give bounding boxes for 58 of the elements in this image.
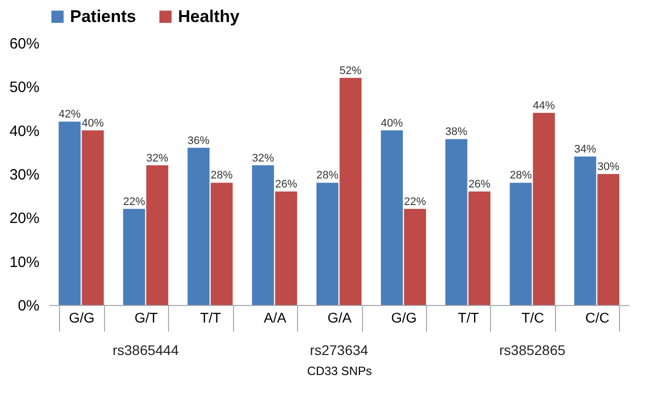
data-label: 22% bbox=[404, 196, 426, 208]
data-label: 40% bbox=[82, 117, 104, 130]
data-label: 44% bbox=[532, 100, 556, 112]
bar bbox=[597, 174, 620, 305]
bar bbox=[532, 112, 555, 305]
x-tick-label: T/C bbox=[522, 310, 544, 326]
bar bbox=[445, 139, 468, 305]
x-tick-label: T/T bbox=[458, 310, 480, 326]
x-tick-label: G/G bbox=[68, 310, 95, 326]
bar bbox=[252, 165, 274, 305]
legend-label: Healthy bbox=[178, 6, 240, 26]
bar bbox=[188, 148, 210, 305]
bar bbox=[146, 165, 168, 305]
data-label: 36% bbox=[188, 134, 210, 147]
data-label: 42% bbox=[58, 108, 81, 121]
y-tick-label: 60% bbox=[9, 36, 40, 52]
legend-label: Patients bbox=[70, 6, 136, 26]
y-tick-label: 40% bbox=[9, 122, 40, 140]
data-label: 28% bbox=[316, 170, 339, 182]
bar bbox=[340, 78, 362, 305]
x-tick-label: G/A bbox=[327, 310, 352, 326]
data-label: 32% bbox=[252, 152, 274, 164]
data-label: 40% bbox=[380, 117, 404, 130]
data-label: 28% bbox=[510, 170, 532, 182]
bar bbox=[574, 156, 596, 305]
data-label: 32% bbox=[146, 152, 168, 164]
data-label: 22% bbox=[123, 196, 146, 208]
text: rs273634 bbox=[310, 342, 368, 358]
data-label: 38% bbox=[445, 126, 468, 138]
bar bbox=[58, 122, 81, 305]
bar bbox=[275, 191, 298, 305]
x-axis-title: CD33 SNPs bbox=[307, 364, 372, 378]
data-label: 26% bbox=[275, 178, 298, 190]
x-tick-label: G/G bbox=[391, 310, 417, 326]
x-tick-label: G/T bbox=[134, 310, 158, 326]
data-label: 30% bbox=[597, 161, 620, 173]
x-tick-label: C/C bbox=[585, 310, 610, 326]
bar bbox=[210, 182, 233, 305]
text: rs3852865 bbox=[499, 342, 566, 358]
bar bbox=[468, 191, 490, 305]
bar bbox=[123, 208, 146, 305]
data-label: 28% bbox=[210, 170, 233, 182]
x-tick-label: A/A bbox=[264, 310, 287, 326]
data-label: 26% bbox=[468, 178, 491, 190]
y-tick-label: 30% bbox=[9, 166, 40, 184]
bar bbox=[82, 130, 104, 305]
bar bbox=[316, 182, 338, 305]
x-tick-label: T/T bbox=[200, 310, 222, 326]
data-label: 34% bbox=[574, 144, 596, 156]
bar bbox=[510, 182, 532, 305]
bar bbox=[380, 130, 403, 305]
y-tick-label: 20% bbox=[9, 210, 40, 228]
bar bbox=[404, 208, 426, 305]
y-tick-label: 0% bbox=[18, 298, 40, 314]
text: rs3865444 bbox=[112, 342, 179, 358]
y-tick-label: 50% bbox=[9, 79, 40, 96]
data-label: 52% bbox=[340, 64, 362, 77]
y-tick-label: 10% bbox=[9, 254, 40, 271]
